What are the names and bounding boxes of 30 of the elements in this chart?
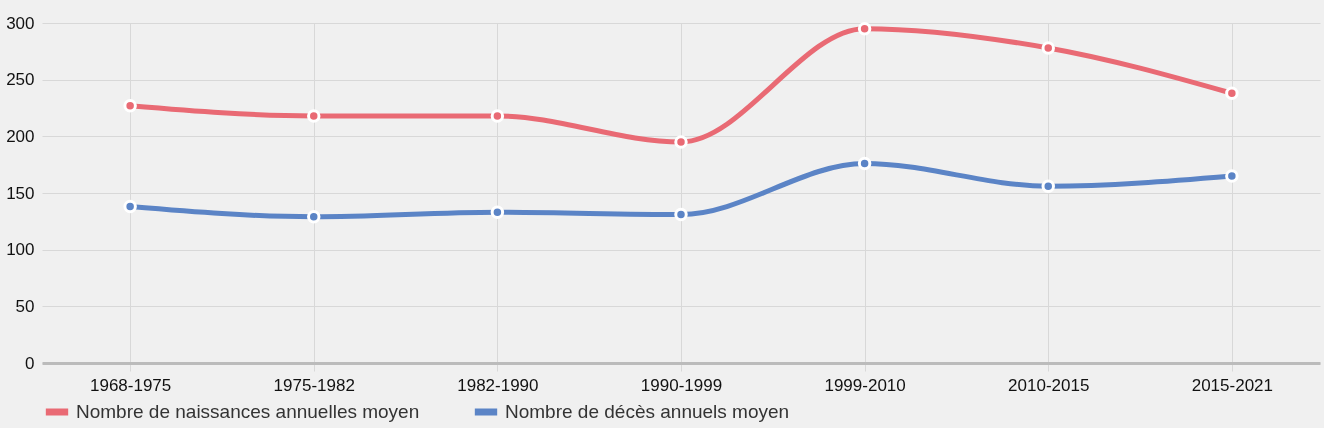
x-tick-label: 1990-1999 [640,375,723,395]
x-tick-label: 2015-2021 [1191,375,1274,395]
point [1225,86,1239,100]
y-tick-label: 100 [6,240,35,260]
point [123,99,137,113]
point [307,109,321,123]
y-tick-label: 200 [6,126,35,146]
point [307,210,321,224]
point [1225,169,1239,183]
point [674,135,688,149]
x-tick-label: 1975-1982 [273,375,355,395]
x-tick-label: 1968-1975 [89,375,172,395]
point [674,207,688,222]
point [123,199,137,214]
legend-label: Nombre de naissances annuelles moyen [76,401,420,422]
legend-label: Nombre de décès annuels moyen [505,401,790,422]
point [1041,41,1055,55]
x-tick-label: 1999-2010 [824,375,906,395]
y-tick-label: 50 [15,296,35,316]
y-tick-label: 150 [6,183,35,203]
point [490,205,505,219]
y-tick-label: 0 [25,353,35,373]
x-tick-label: 2010-2015 [1008,375,1090,395]
point [490,109,505,123]
point [857,21,872,36]
y-tick-label: 250 [6,70,35,90]
point [1041,179,1055,193]
y-tick-label: 300 [6,13,35,33]
point [857,156,872,171]
x-tick-label: 1982-1990 [457,375,539,395]
